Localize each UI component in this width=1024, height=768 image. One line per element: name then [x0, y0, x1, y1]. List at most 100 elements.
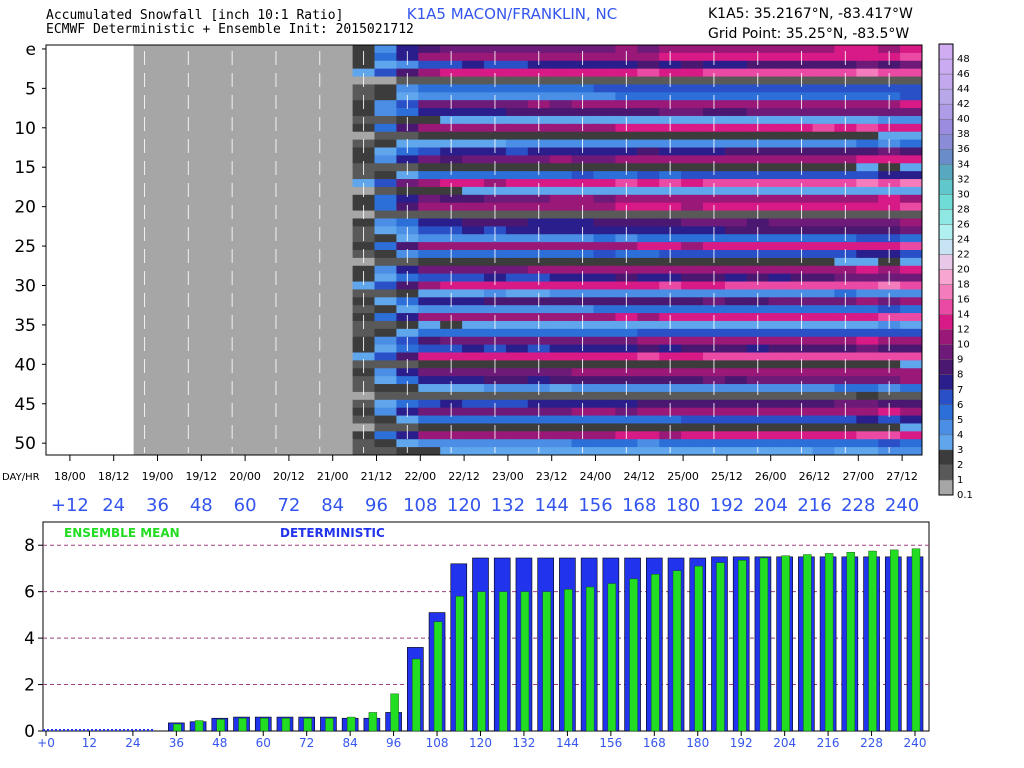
- heatmap-cell: [790, 352, 813, 361]
- heatmap-cell: [440, 281, 463, 290]
- heatmap-cell: [659, 45, 682, 54]
- heatmap-cell: [89, 68, 113, 78]
- colorbar-label: 40: [957, 114, 970, 125]
- heatmap-cell: [155, 289, 178, 298]
- heatmap-cell: [505, 115, 529, 125]
- heatmap-cell: [856, 123, 879, 133]
- heatmap-cell: [768, 265, 792, 275]
- heatmap-cell: [856, 257, 879, 267]
- heatmap-cell: [790, 171, 813, 180]
- heatmap-cell: [330, 320, 354, 330]
- heatmap-cell: [286, 297, 310, 306]
- heatmap-cell: [286, 391, 310, 401]
- heatmap-cell: [505, 407, 529, 417]
- heatmap-cell: [768, 336, 792, 346]
- colorbar-label: 18: [957, 280, 970, 291]
- colorbar-swatch: [938, 164, 954, 180]
- heatmap-cell: [484, 265, 507, 275]
- colorbar-swatch: [938, 359, 954, 375]
- heatmap-cell: [133, 242, 156, 251]
- heatmap-cell: [286, 352, 310, 361]
- heatmap-cell: [46, 305, 69, 314]
- heatmap-cell: [571, 108, 594, 117]
- heatmap-cell: [549, 179, 573, 188]
- heatmap-cell: [418, 60, 441, 70]
- heatmap-cell: [812, 139, 835, 148]
- heatmap-cell: [418, 218, 441, 227]
- colorbar-label: 1: [957, 475, 963, 486]
- heatmap-cell: [308, 439, 332, 448]
- heatmap-cell: [155, 68, 178, 78]
- time-label: 21/00: [317, 470, 349, 483]
- heatmap-cell: [681, 265, 704, 275]
- heatmap-cell: [177, 131, 200, 141]
- heatmap-cell: [155, 163, 178, 172]
- heatmap-cell: [768, 194, 792, 204]
- heatmap-cell: [768, 218, 792, 227]
- ensemble-mean-bar: [346, 716, 356, 732]
- heatmap-cell: [243, 344, 266, 353]
- heatmap-cell: [768, 108, 792, 117]
- heatmap-cell: [615, 281, 638, 290]
- heatmap-cell: [462, 45, 485, 54]
- heatmap-cell: [133, 352, 156, 361]
- heatmap-cell: [856, 52, 879, 62]
- heatmap-cell: [221, 68, 244, 78]
- heatmap-cell: [593, 344, 616, 353]
- colorbar-label: 20: [957, 265, 970, 276]
- heatmap-cell: [243, 423, 266, 432]
- heatmap-cell: [812, 376, 835, 385]
- heatmap-cell: [790, 265, 813, 275]
- heatmap-cell: [878, 242, 901, 251]
- member-tick-label: 25: [14, 237, 36, 257]
- heatmap-cell: [111, 344, 135, 353]
- heatmap-cell: [527, 281, 551, 290]
- colorbar-swatch: [938, 479, 954, 496]
- heatmap-cell: [155, 376, 178, 385]
- heatmap-cell: [900, 250, 923, 259]
- colorbar-frame: [938, 43, 954, 496]
- heatmap-cell: [418, 391, 441, 401]
- heatmap-cell: [527, 352, 551, 361]
- heatmap-cell: [615, 155, 638, 164]
- heatmap-cell: [177, 439, 200, 448]
- heatmap-cell: [111, 218, 135, 227]
- heatmap-cell: [111, 186, 135, 196]
- heatmap-cell: [155, 447, 178, 456]
- heatmap-cell: [681, 179, 704, 188]
- heatmap-cell: [505, 336, 529, 346]
- heatmap-cell: [681, 226, 704, 235]
- heatmap-cell: [593, 257, 616, 267]
- heatmap-cell: [440, 131, 463, 141]
- heatmap-cell: [111, 179, 135, 188]
- heatmap-cell: [549, 76, 573, 85]
- heatmap-cell: [812, 194, 835, 204]
- heatmap-cell: [286, 384, 310, 393]
- heatmap-cell: [768, 289, 792, 298]
- heatmap-cell: [484, 305, 507, 314]
- heatmap-cell: [505, 123, 529, 133]
- member-tick-label: 40: [14, 355, 36, 375]
- heatmap-cell: [834, 281, 857, 290]
- heatmap-cell: [878, 391, 901, 401]
- heatmap-cell: [593, 60, 616, 70]
- heatmap-cell: [243, 384, 266, 393]
- heatmap-cell: [812, 186, 835, 196]
- heatmap-cell: [856, 368, 879, 377]
- heatmap-cell: [768, 52, 792, 62]
- heatmap-cell: [199, 336, 222, 346]
- heatmap-cell: [549, 123, 573, 133]
- heatmap-cell: [89, 45, 113, 54]
- heatmap-cell: [243, 186, 266, 196]
- heatmap-cell: [462, 163, 485, 172]
- colorbar-label: 4: [957, 430, 963, 441]
- heatmap-cell: [549, 108, 573, 117]
- heatmap-cell: [593, 273, 616, 283]
- heatmap-cell: [768, 305, 792, 314]
- heatmap-cell: [768, 360, 792, 369]
- heatmap-cell: [330, 352, 354, 361]
- heatmap-cell: [221, 265, 244, 275]
- forecast-hour-label: 132: [491, 495, 525, 516]
- heatmap-cell: [46, 68, 69, 78]
- ensemble-mean-bar: [433, 621, 443, 732]
